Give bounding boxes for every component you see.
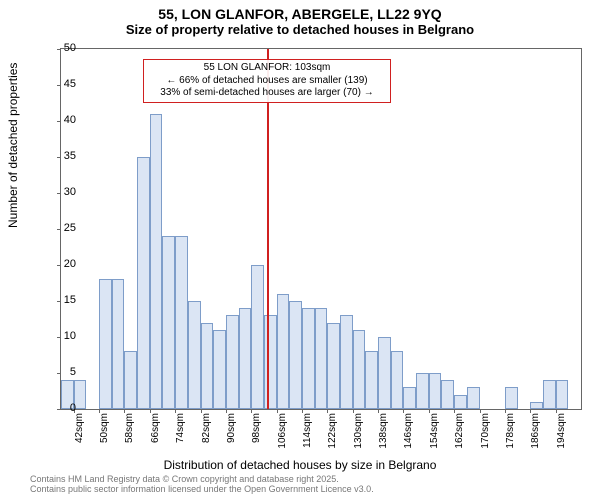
attribution-text: Contains HM Land Registry data © Crown c… [30,474,374,495]
histogram-bar [226,315,239,409]
xtick-label: 106sqm [277,413,288,457]
xtick-label: 114sqm [302,413,313,457]
annotation-line: ← 66% of detached houses are smaller (13… [150,75,384,88]
chart-title-main: 55, LON GLANFOR, ABERGELE, LL22 9YQ [0,0,600,22]
xtick-label: 74sqm [175,413,186,457]
xtick-label: 146sqm [403,413,414,457]
histogram-bar [162,236,175,409]
histogram-bar [124,351,137,409]
xtick-label: 82sqm [201,413,212,457]
xtick-label: 162sqm [454,413,465,457]
histogram-bar [201,323,214,409]
xtick-label: 186sqm [530,413,541,457]
histogram-bar [327,323,340,409]
xtick-label: 98sqm [251,413,262,457]
histogram-bar [353,330,366,409]
ytick-label: 10 [46,330,76,342]
xtick-label: 138sqm [378,413,389,457]
xtick-label: 178sqm [505,413,516,457]
ytick-label: 15 [46,294,76,306]
histogram-bar [188,301,201,409]
annotation-line: 55 LON GLANFOR: 103sqm [150,62,384,75]
histogram-bar [315,308,328,409]
ytick-label: 35 [46,150,76,162]
histogram-bar [543,380,556,409]
xtick-label: 42sqm [74,413,85,457]
xtick-label: 50sqm [99,413,110,457]
xtick-label: 122sqm [327,413,338,457]
ytick-label: 30 [46,186,76,198]
histogram-bar [175,236,188,409]
annotation-line: 33% of semi-detached houses are larger (… [150,87,384,100]
histogram-bar [403,387,416,409]
histogram-bar [378,337,391,409]
histogram-bar [112,279,125,409]
ytick-label: 40 [46,114,76,126]
y-axis-label: Number of detached properties [6,63,20,228]
xtick-label: 130sqm [353,413,364,457]
xtick-label: 170sqm [480,413,491,457]
histogram-bar [264,315,277,409]
histogram-bar [467,387,480,409]
histogram-bar [289,301,302,409]
xtick-label: 194sqm [556,413,567,457]
attribution-line: Contains HM Land Registry data © Crown c… [30,474,374,484]
histogram-bar [441,380,454,409]
histogram-bar [99,279,112,409]
ytick-label: 50 [46,42,76,54]
histogram-bar [416,373,429,409]
xtick-label: 90sqm [226,413,237,457]
histogram-bar [530,402,543,409]
xtick-label: 154sqm [429,413,440,457]
ytick-label: 20 [46,258,76,270]
annotation-box: 55 LON GLANFOR: 103sqm← 66% of detached … [143,59,391,103]
histogram-bar [251,265,264,409]
histogram-bar [505,387,518,409]
reference-line [267,49,269,409]
histogram-bar [391,351,404,409]
plot-area: 42sqm50sqm58sqm66sqm74sqm82sqm90sqm98sqm… [60,48,582,410]
ytick-label: 45 [46,78,76,90]
ytick-label: 0 [46,402,76,414]
ytick-label: 25 [46,222,76,234]
ytick-label: 5 [46,366,76,378]
histogram-bar [454,395,467,409]
histogram-bar [365,351,378,409]
histogram-bar [340,315,353,409]
histogram-bar [213,330,226,409]
histogram-bar [302,308,315,409]
xtick-label: 66sqm [150,413,161,457]
chart-title-sub: Size of property relative to detached ho… [0,22,600,41]
histogram-bar [429,373,442,409]
histogram-bar [277,294,290,409]
histogram-bar [137,157,150,409]
xtick-label: 58sqm [124,413,135,457]
histogram-bar [239,308,252,409]
attribution-line: Contains public sector information licen… [30,484,374,494]
histogram-bar [150,114,163,409]
histogram-bar [556,380,569,409]
x-axis-label: Distribution of detached houses by size … [0,458,600,472]
